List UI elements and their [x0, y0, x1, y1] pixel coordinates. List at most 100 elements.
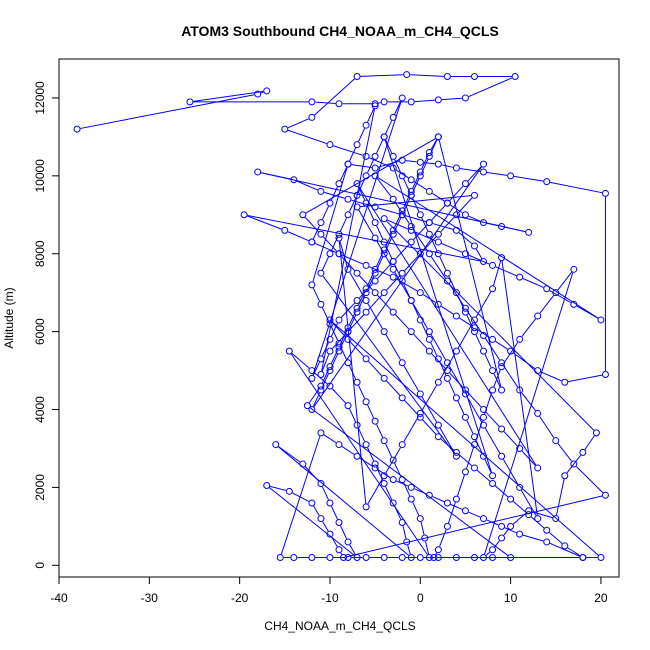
data-point — [362, 296, 370, 304]
data-point — [380, 98, 388, 106]
data-point — [362, 261, 370, 269]
data-point — [403, 538, 411, 546]
data-point — [416, 250, 424, 258]
series-segment — [549, 542, 580, 557]
series-segment — [291, 353, 310, 369]
data-point — [507, 347, 515, 355]
series-segment — [260, 91, 264, 94]
series-segment — [358, 428, 366, 442]
x-tick-label: -10 — [321, 591, 339, 605]
data-point — [317, 355, 325, 363]
data-point — [470, 433, 478, 441]
data-point — [507, 495, 515, 503]
series-segment — [322, 236, 337, 252]
data-point — [398, 156, 406, 164]
y-axis-label: Altitude (m) — [2, 287, 16, 348]
data-point — [308, 367, 316, 375]
data-point — [380, 250, 388, 258]
data-point — [601, 189, 609, 197]
data-point — [534, 464, 542, 472]
data-point — [353, 203, 361, 211]
series-segment — [413, 333, 428, 349]
data-point — [353, 452, 361, 460]
data-point — [434, 160, 442, 168]
series-segment — [403, 283, 411, 298]
series-segment — [484, 272, 574, 555]
series-segment — [493, 260, 502, 286]
series-segment — [321, 256, 329, 271]
series-segment — [331, 333, 347, 349]
series-segment — [395, 169, 409, 179]
data-point — [461, 250, 469, 258]
data-point — [552, 437, 560, 445]
data-point — [425, 148, 433, 156]
x-tick-label: 0 — [417, 591, 424, 605]
series-segment — [504, 527, 517, 534]
series-segment — [475, 334, 483, 349]
series-segment — [422, 236, 437, 252]
series-segment — [431, 205, 446, 221]
series-segment — [395, 314, 410, 330]
data-point — [421, 534, 429, 542]
series-segment — [404, 255, 419, 271]
series-segment — [495, 340, 508, 350]
data-point — [380, 472, 388, 480]
data-point — [570, 460, 578, 468]
data-point — [344, 324, 352, 332]
series-segment — [331, 388, 347, 404]
series-segment — [435, 552, 438, 555]
data-point — [362, 285, 370, 293]
series-segment — [359, 275, 374, 291]
data-point — [344, 554, 352, 562]
series-segment — [513, 352, 536, 369]
y-tick-label: 8000 — [33, 240, 47, 267]
data-point — [299, 211, 307, 219]
data-point — [470, 242, 478, 250]
series-segment — [368, 294, 383, 310]
series-segment — [475, 248, 483, 259]
series-segment — [421, 217, 429, 232]
data-point — [398, 476, 406, 484]
data-point — [480, 406, 488, 414]
series-segment — [339, 241, 348, 267]
series-segment — [378, 207, 400, 215]
data-point — [425, 250, 433, 258]
data-point — [371, 464, 379, 472]
y-axis: 0 2000 4000 6000 8000 10000 12000 — [33, 81, 60, 569]
data-point — [480, 258, 488, 266]
series-segment — [367, 404, 375, 419]
data-point — [371, 219, 379, 227]
data-point — [601, 491, 609, 499]
data-point — [516, 335, 524, 343]
data-point — [317, 515, 325, 523]
data-point — [498, 452, 506, 460]
series-segment — [315, 101, 336, 105]
data-point — [416, 390, 424, 398]
series-segment — [386, 275, 401, 291]
data-point — [317, 219, 325, 227]
series-segment — [359, 283, 374, 299]
series-segment — [376, 240, 392, 267]
data-point — [290, 176, 298, 184]
data-point — [380, 215, 388, 223]
data-point — [407, 222, 415, 230]
series-segment — [385, 139, 393, 154]
series-segment — [367, 478, 383, 505]
series-segment — [394, 201, 410, 224]
data-point — [570, 265, 578, 273]
series-segment — [312, 167, 348, 282]
data-point — [443, 367, 451, 375]
series-segment — [309, 407, 509, 556]
data-point — [326, 250, 334, 258]
data-point — [353, 378, 361, 386]
data-point — [344, 328, 352, 336]
data-point — [434, 133, 442, 141]
series-segment — [342, 254, 364, 265]
data-point — [498, 534, 506, 542]
series-segment — [458, 232, 473, 245]
data-point — [489, 261, 497, 269]
data-point — [335, 230, 343, 238]
data-point — [425, 152, 433, 160]
data-point — [326, 499, 334, 507]
series-segment — [448, 365, 465, 392]
